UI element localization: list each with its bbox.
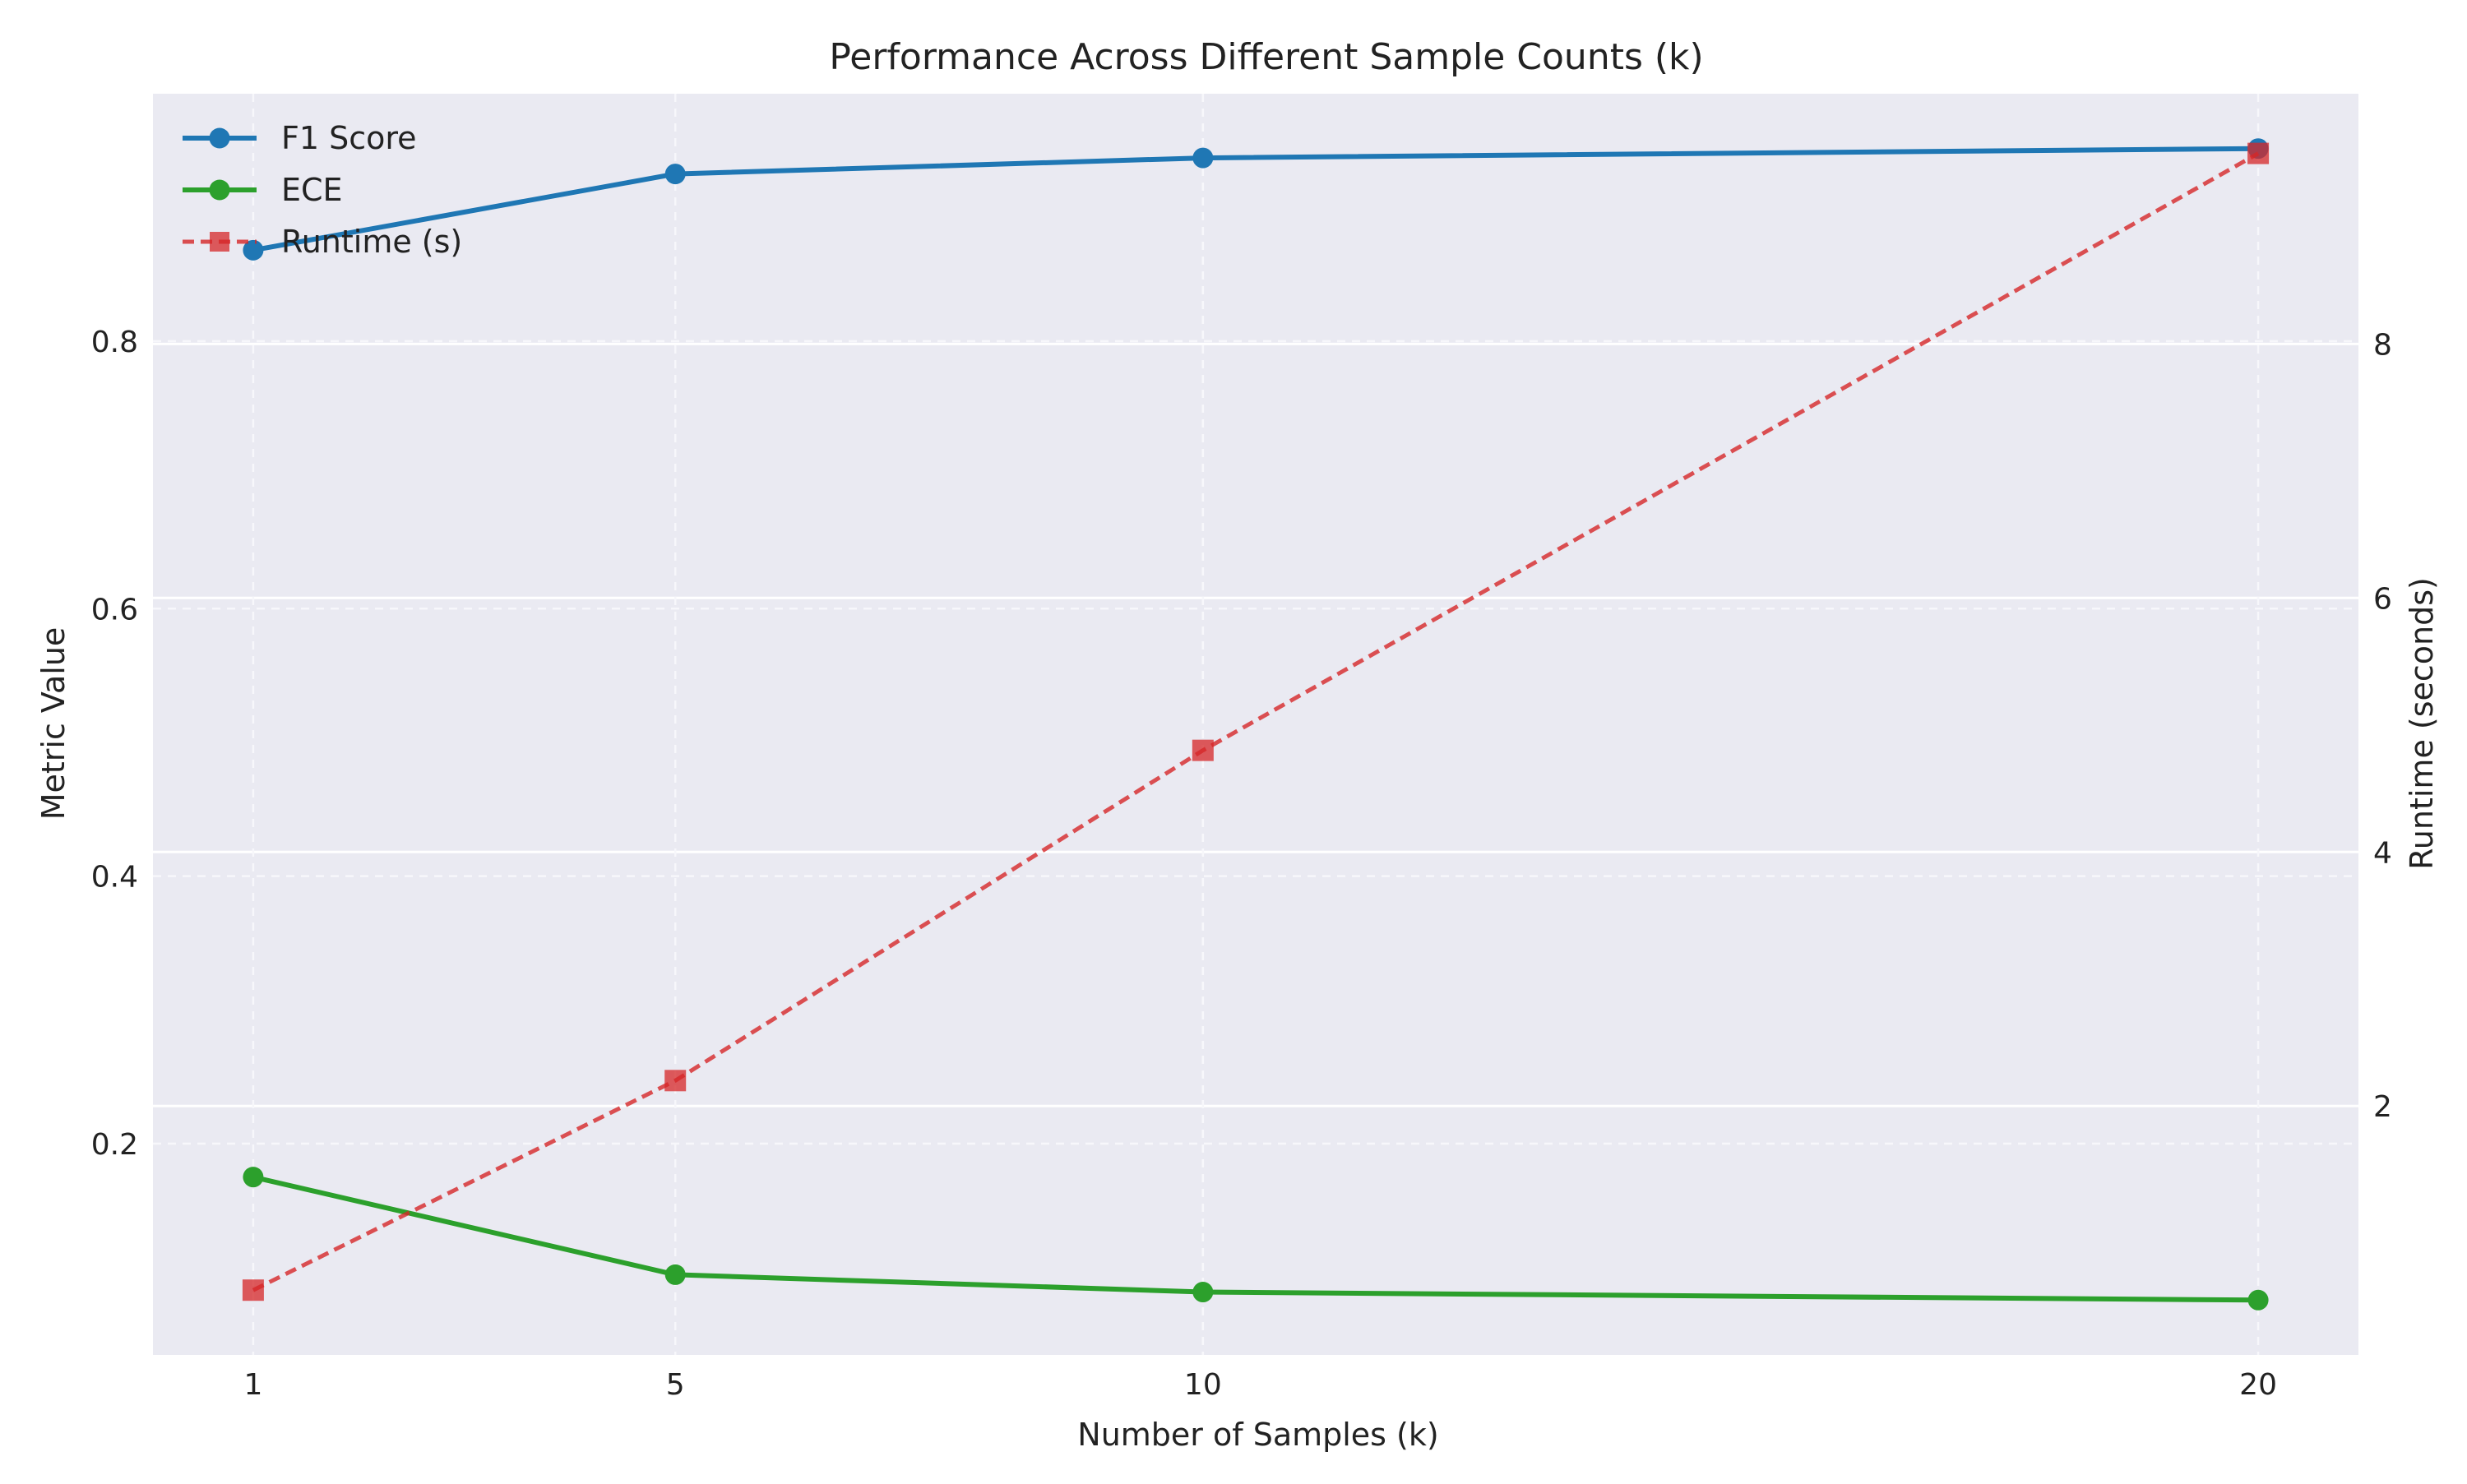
grid-lines <box>153 94 2358 1355</box>
data-point <box>2247 142 2270 164</box>
legend-item: ECE <box>183 172 343 208</box>
chart-title: Performance Across Different Sample Coun… <box>829 36 1703 78</box>
y-tick-label: 0.2 <box>91 1128 138 1162</box>
y2-tick-label: 2 <box>2373 1090 2392 1124</box>
data-point <box>1192 739 1214 761</box>
y2-tick-label: 4 <box>2373 836 2392 870</box>
series-line <box>252 1174 2259 1303</box>
y2-tick-label: 6 <box>2373 582 2392 616</box>
legend-label: ECE <box>281 172 343 208</box>
x-tick-label: 1 <box>243 1368 262 1402</box>
data-point <box>2247 1289 2269 1311</box>
y2-axis-label: Runtime (seconds) <box>2404 577 2440 870</box>
legend-label: F1 Score <box>281 120 417 156</box>
data-point <box>664 1070 687 1092</box>
data-point <box>1192 147 1214 169</box>
y-tick-label: 0.8 <box>91 326 138 359</box>
legend-marker <box>210 232 229 252</box>
series-line <box>252 151 2260 1292</box>
legend-marker <box>209 179 230 201</box>
series-line <box>252 146 2259 253</box>
data-point <box>242 1279 264 1301</box>
legend-label: Runtime (s) <box>281 224 462 260</box>
y-axis-label: Metric Value <box>35 627 72 821</box>
y-tick-label: 0.6 <box>91 593 138 626</box>
legend-marker <box>209 127 230 149</box>
y-tick-label: 0.4 <box>91 861 138 895</box>
x-tick-label: 10 <box>1184 1368 1222 1402</box>
x-tick-label: 20 <box>2239 1368 2277 1402</box>
data-point <box>664 1264 686 1285</box>
data-point <box>243 1167 264 1188</box>
legend-item: Runtime (s) <box>183 224 462 260</box>
series-3 <box>242 142 2270 1301</box>
data-point <box>243 239 264 261</box>
x-tick-label: 5 <box>666 1368 685 1402</box>
y2-tick-label: 8 <box>2373 328 2392 362</box>
x-axis-label: Number of Samples (k) <box>1077 1417 1438 1453</box>
data-point <box>664 164 686 185</box>
tick-labels: 1 5 10 20 0.2 0.4 0.6 0.8 2 4 6 8 <box>91 326 2392 1402</box>
legend: F1 Score ECE Runtime (s) <box>183 120 462 260</box>
plot-background <box>153 94 2358 1355</box>
legend-item: F1 Score <box>183 120 417 156</box>
series-2 <box>243 1167 2269 1311</box>
data-point <box>1192 1282 1214 1303</box>
